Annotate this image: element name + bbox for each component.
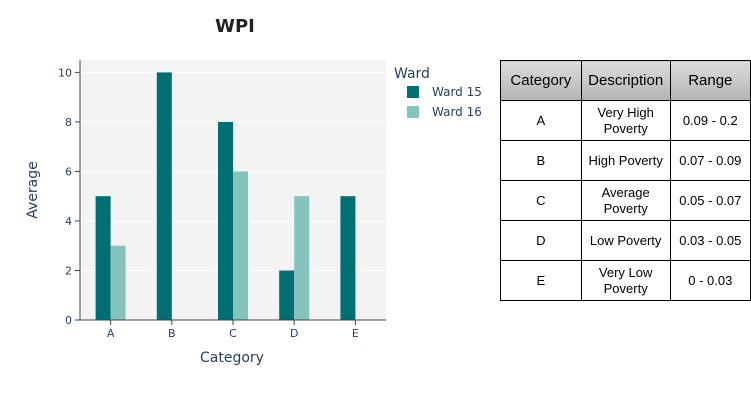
cell-range: 0 - 0.03 xyxy=(669,260,751,301)
cell-range: 0.09 - 0.2 xyxy=(669,100,751,141)
legend-label: Ward 15 xyxy=(432,85,482,99)
cell-category: E xyxy=(500,260,582,301)
cell-range: 0.03 - 0.05 xyxy=(669,220,751,261)
table-row: A Very High Poverty 0.09 - 0.2 xyxy=(500,100,751,141)
bar-ward-16-a xyxy=(110,245,126,320)
legend-swatch xyxy=(407,106,419,118)
x-tick-label: C xyxy=(229,327,237,340)
cell-category: B xyxy=(500,140,582,181)
cell-category: A xyxy=(500,100,582,141)
legend-title: Ward xyxy=(394,66,430,82)
y-tick-label: 4 xyxy=(65,215,72,228)
y-tick-label: 0 xyxy=(65,314,72,327)
table-header-row: Category Description Range xyxy=(500,60,751,101)
bar-ward-15-b xyxy=(156,72,172,320)
cell-description: Average Poverty xyxy=(580,180,671,221)
cell-category: C xyxy=(500,180,582,221)
bar-ward-15-e xyxy=(340,196,356,320)
cell-category: D xyxy=(500,220,582,261)
x-tick-label: B xyxy=(168,327,176,340)
bar-ward-16-c xyxy=(233,171,248,320)
y-tick-label: 6 xyxy=(65,165,72,178)
bars xyxy=(95,72,356,321)
legend: Ward Ward 15 Ward 16 xyxy=(394,66,482,119)
table-row: E Very Low Poverty 0 - 0.03 xyxy=(500,260,751,301)
cell-range: 0.05 - 0.07 xyxy=(669,180,751,221)
x-tick-label: A xyxy=(107,327,115,340)
x-tick-label: E xyxy=(352,327,359,340)
y-tick-label: 10 xyxy=(58,66,72,79)
y-tick-label: 8 xyxy=(65,116,72,129)
axes: 0 2 4 6 8 10 A B C D E xyxy=(58,60,386,340)
cell-range: 0.07 - 0.09 xyxy=(669,140,751,181)
bar-ward-16-d xyxy=(294,196,310,320)
table-row: B High Poverty 0.07 - 0.09 xyxy=(500,140,751,181)
chart-title: WPI xyxy=(215,16,255,37)
legend-label: Ward 16 xyxy=(432,105,482,119)
header-description: Description xyxy=(580,60,671,101)
x-tick-label: D xyxy=(290,327,298,340)
cell-description: Very High Poverty xyxy=(580,100,671,141)
header-category: Category xyxy=(500,60,582,101)
bar-chart: WPI 0 2 4 6 8 10 A B C D E Category Average Ward W… xyxy=(25,16,482,366)
cell-description: Low Poverty xyxy=(580,220,671,261)
bar-ward-15-a xyxy=(95,196,111,320)
header-range: Range xyxy=(669,60,751,101)
table-row: C Average Poverty 0.05 - 0.07 xyxy=(500,180,751,221)
table-row: D Low Poverty 0.03 - 0.05 xyxy=(500,220,751,261)
bar-ward-15-d xyxy=(279,270,295,320)
cell-description: Very Low Poverty xyxy=(580,260,671,301)
x-axis-title: Category xyxy=(200,350,264,366)
y-tick-label: 2 xyxy=(65,264,72,277)
legend-swatch xyxy=(407,86,419,98)
bar-ward-15-c xyxy=(218,121,233,321)
y-axis-title: Average xyxy=(25,161,41,219)
cell-description: High Poverty xyxy=(580,140,671,181)
category-table: Category Description Range A Very High P… xyxy=(500,60,751,301)
